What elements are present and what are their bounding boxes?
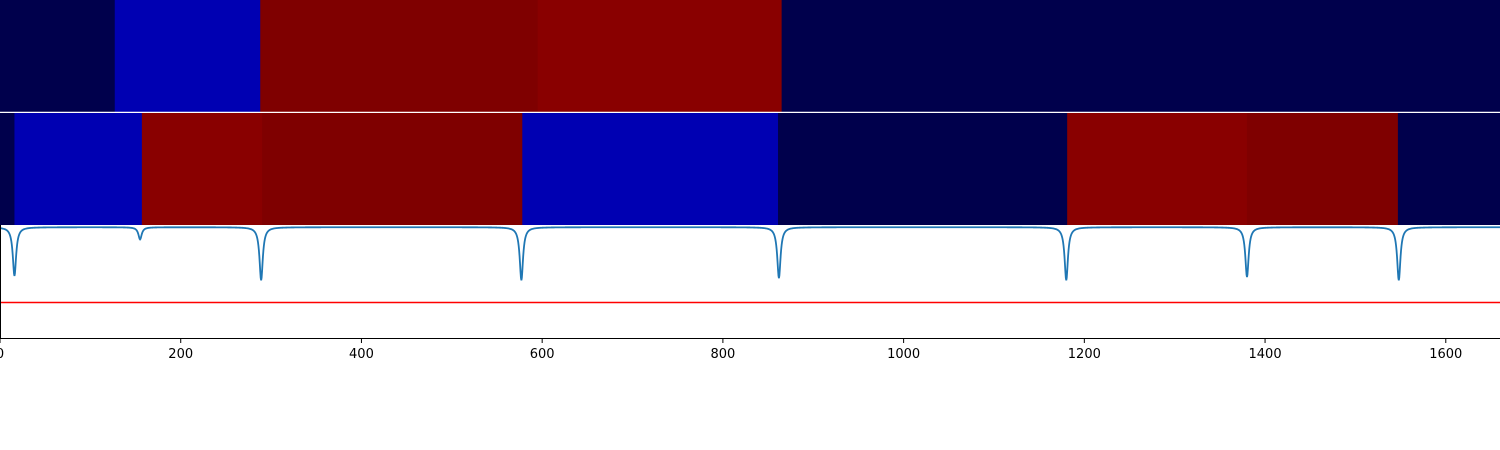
heatmap-middle-segment — [14, 113, 143, 225]
x-tick-label: 1600 — [1429, 347, 1462, 362]
heatmap-middle-segment — [262, 113, 523, 225]
x-tick-label: 0 — [0, 347, 4, 362]
heatmap-top-segment — [781, 0, 1500, 112]
heatmap-middle-segment — [1067, 113, 1248, 225]
heatmap-middle-segment — [0, 113, 15, 225]
heatmap-top-segment — [114, 0, 261, 112]
x-tick-label: 600 — [530, 347, 555, 362]
x-tick-label: 800 — [710, 347, 735, 362]
heatmap-top-segment — [0, 0, 116, 112]
x-tick-label: 1400 — [1249, 347, 1282, 362]
heatmap-middle-segment — [522, 113, 779, 225]
heatmap-middle-segment — [141, 113, 263, 225]
heatmap-top — [0, 0, 1500, 112]
x-tick-label: 1000 — [887, 347, 920, 362]
line-plot-panel — [0, 225, 1500, 339]
signal-line — [0, 226, 1500, 281]
x-tick-label: 200 — [168, 347, 193, 362]
heatmap-middle-segment — [778, 113, 1068, 225]
heatmap-top-segment — [537, 0, 783, 112]
heatmap-middle-segment — [1397, 113, 1500, 225]
x-tick-label: 400 — [349, 347, 374, 362]
heatmap-middle-segment — [1246, 113, 1399, 225]
heatmap-middle — [0, 113, 1500, 225]
x-tick-label: 1200 — [1068, 347, 1101, 362]
heatmap-top-segment — [260, 0, 539, 112]
x-axis-ticks: 0 200 400 600 800 1000 1200 1400 1600 — [0, 338, 1462, 362]
